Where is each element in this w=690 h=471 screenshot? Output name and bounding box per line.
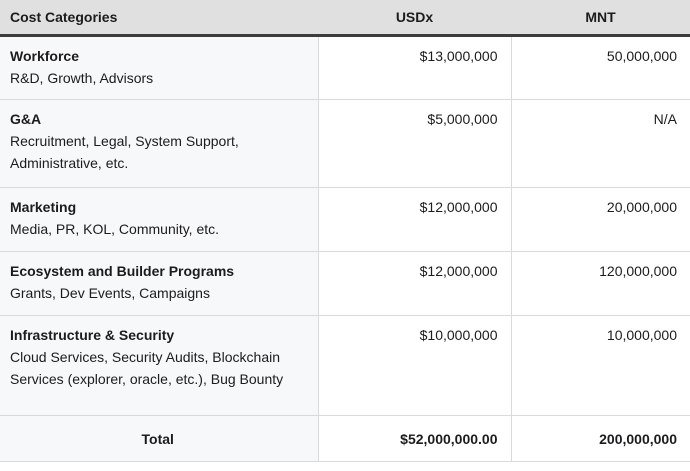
category-description: Cloud Services, Security Audits, Blockch… [10, 349, 284, 387]
usdx-value: $12,000,000 [318, 187, 512, 252]
column-header-cost-categories: Cost Categories [0, 0, 318, 37]
usdx-value: $12,000,000 [318, 251, 512, 316]
category-name: G&A [10, 111, 42, 127]
category-description: Recruitment, Legal, System Support, Admi… [10, 133, 239, 171]
category-name: Ecosystem and Builder Programs [10, 263, 235, 279]
table-row-total: Total $52,000,000.00 200,000,000 [0, 415, 690, 462]
category-name: Workforce [10, 48, 79, 64]
table-row-ga: G&A Recruitment, Legal, System Support, … [0, 99, 690, 188]
column-header-usdx: USDx [318, 0, 511, 37]
category-description: R&D, Growth, Advisors [10, 70, 154, 86]
mnt-value: 50,000,000 [511, 35, 690, 100]
table-row-marketing: Marketing Media, PR, KOL, Community, etc… [0, 187, 690, 252]
total-label: Total [0, 415, 319, 462]
header-row: Cost Categories USDx MNT [0, 0, 690, 37]
category-name: Marketing [10, 199, 77, 215]
usdx-value: $5,000,000 [318, 99, 512, 188]
mnt-value: 10,000,000 [511, 315, 690, 416]
category-description: Grants, Dev Events, Campaigns [10, 285, 210, 301]
mnt-value: 20,000,000 [511, 187, 690, 252]
mnt-value: 120,000,000 [511, 251, 690, 316]
category-description: Media, PR, KOL, Community, etc. [10, 221, 220, 237]
table-row-workforce: Workforce R&D, Growth, Advisors $13,000,… [0, 35, 690, 100]
category-name: Infrastructure & Security [10, 327, 175, 343]
table-row-infrastructure: Infrastructure & Security Cloud Services… [0, 315, 690, 416]
table-body: Workforce R&D, Growth, Advisors $13,000,… [0, 35, 690, 462]
column-header-mnt: MNT [511, 0, 690, 37]
total-mnt-value: 200,000,000 [511, 415, 690, 462]
usdx-value: $13,000,000 [318, 35, 512, 100]
table-row-ecosystem: Ecosystem and Builder Programs Grants, D… [0, 251, 690, 316]
table-header: Cost Categories USDx MNT [0, 0, 690, 37]
usdx-value: $10,000,000 [318, 315, 512, 416]
total-usdx-value: $52,000,000.00 [318, 415, 512, 462]
mnt-value: N/A [511, 99, 690, 188]
